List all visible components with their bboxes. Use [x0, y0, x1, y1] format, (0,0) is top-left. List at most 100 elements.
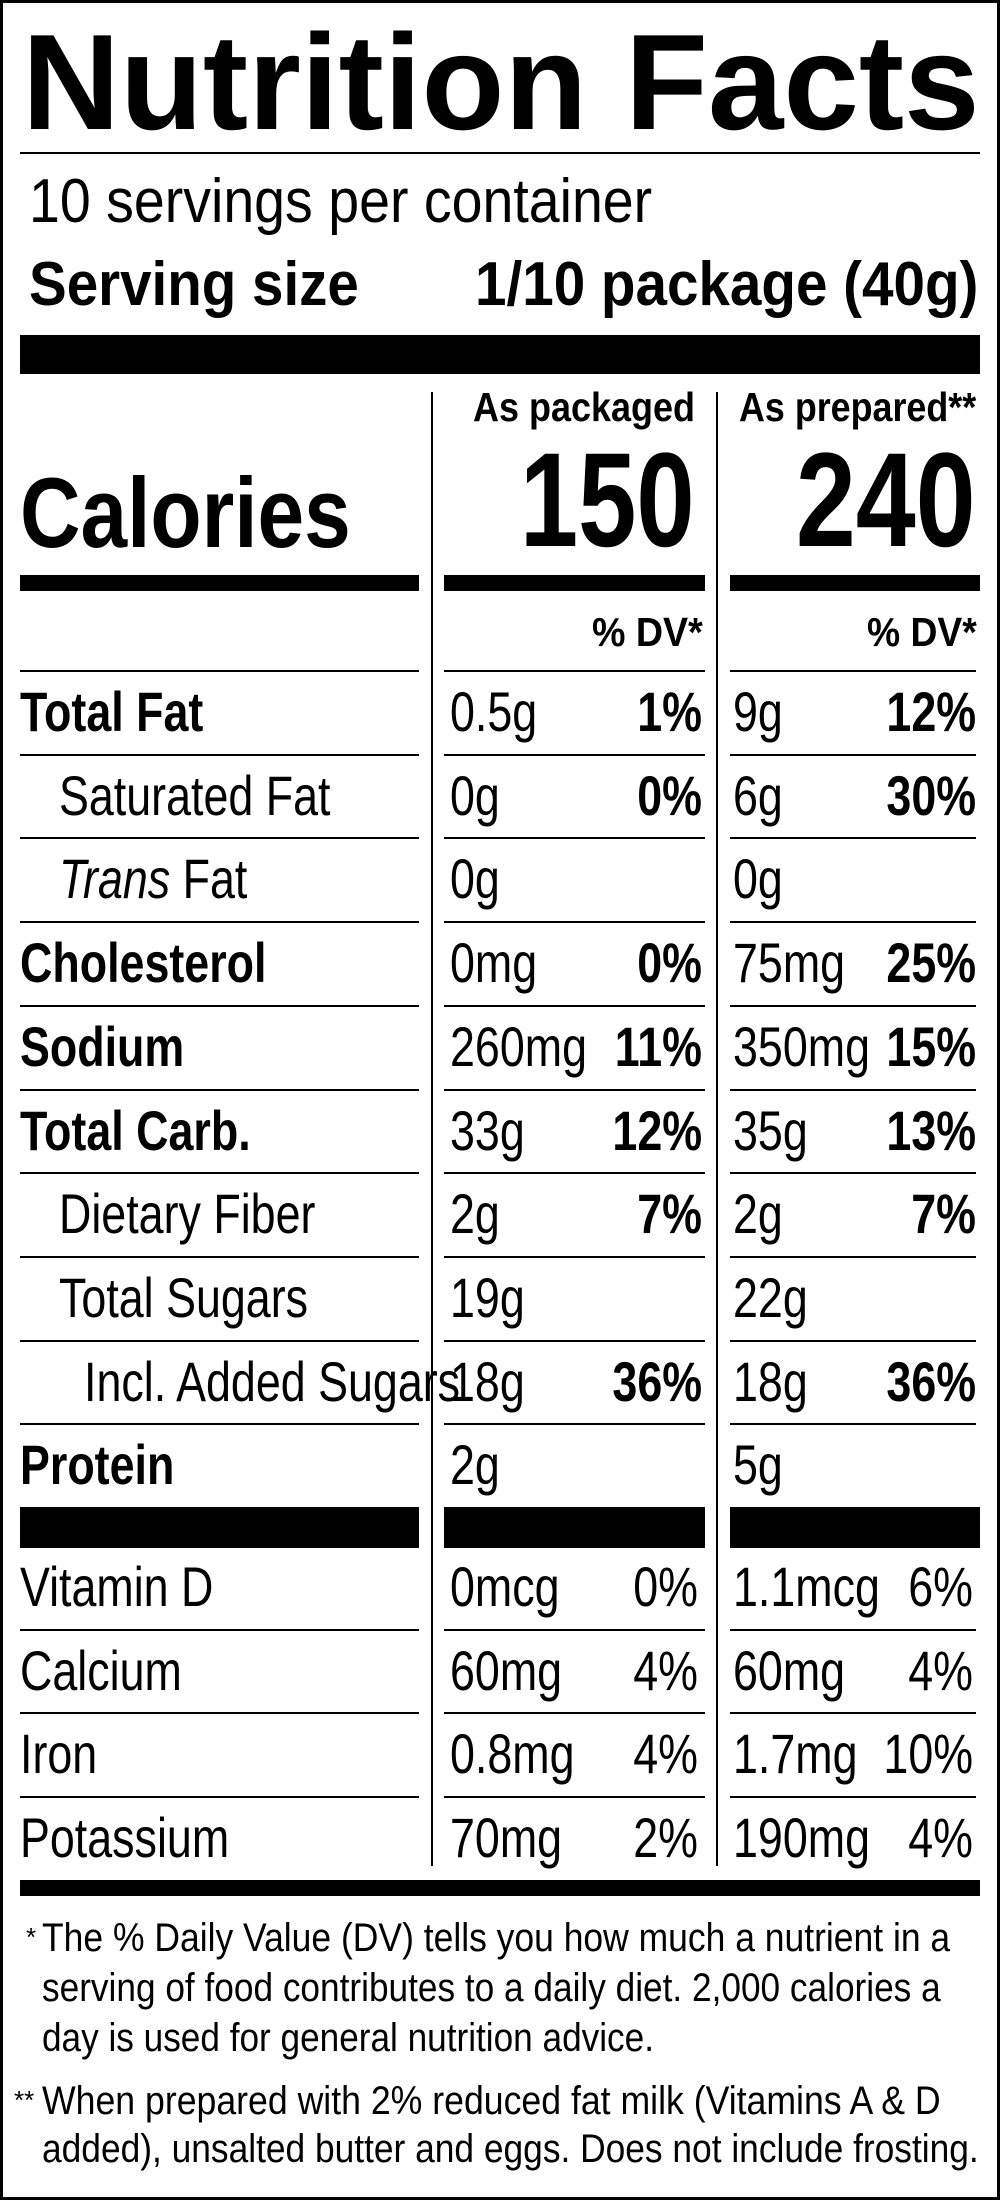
prepared-amount: 35g	[733, 1098, 808, 1162]
calories-packaged: 150	[520, 426, 695, 575]
prepared-amount: 350mg	[733, 1014, 870, 1078]
label-title: Nutrition Facts	[22, 6, 980, 158]
packaged-dv: 11%	[614, 1014, 702, 1078]
row-divider	[20, 1255, 419, 1258]
packaged-dv: 12%	[612, 1098, 702, 1162]
prepared-dv: 15%	[886, 1014, 976, 1078]
row-divider	[20, 1339, 419, 1342]
prepared-dv: 36%	[886, 1349, 976, 1413]
nutrient-label: Sodium	[20, 1014, 185, 1078]
vitamin-label: Calcium	[20, 1638, 182, 1702]
packaged-dv: 1%	[637, 680, 702, 743]
nutrient-label: Dietary Fiber	[59, 1182, 316, 1246]
row-divider	[20, 1712, 419, 1714]
nutrient-row-label: Incl. Added Sugars	[84, 1349, 554, 1413]
row-divider	[444, 1423, 705, 1426]
nutrient-row-label: Sodium	[20, 1014, 225, 1078]
vitamin-label: Vitamin D	[20, 1555, 214, 1618]
prepared-dv: 4%	[908, 1805, 973, 1869]
nutrient-row-label: Dietary Fiber	[59, 1186, 380, 1242]
prepared-dv: 30%	[886, 763, 976, 827]
label-title-wrap: Nutrition Facts	[22, 14, 982, 150]
packaged-amount: 60mg	[450, 1638, 563, 1702]
row-divider	[444, 1795, 705, 1798]
row-divider	[730, 670, 976, 672]
packaged-amount: 2g	[450, 1433, 500, 1497]
column-heading-packaged: As packaged	[473, 384, 695, 430]
nutrient-label: Cholesterol	[20, 931, 267, 995]
calories-prepared: 240	[796, 426, 976, 575]
vitamin-label: Iron	[20, 1722, 98, 1785]
packaged-amount: 260mg	[450, 1014, 587, 1078]
prepared-amount: 1.7mg	[733, 1722, 858, 1785]
row-divider	[730, 1004, 976, 1007]
prepared-amount: 5g	[733, 1433, 783, 1497]
divider-thick	[444, 1507, 705, 1548]
nutrient-row-label: Cholesterol	[20, 935, 328, 991]
packaged-dv: 4%	[633, 1722, 698, 1785]
prepared-dv: 25%	[886, 931, 976, 995]
packaged-amount: 0.8mg	[450, 1722, 575, 1785]
row-divider	[730, 1423, 976, 1426]
row-divider	[730, 1088, 976, 1091]
footnote-marker: *	[26, 1922, 37, 1952]
row-divider	[20, 753, 419, 756]
row-divider	[730, 1712, 976, 1714]
packaged-amount: 0.5g	[450, 680, 538, 743]
prepared-amount: 9g	[733, 680, 783, 743]
nutrient-label: Incl. Added Sugars	[84, 1349, 461, 1413]
row-divider	[20, 1088, 419, 1091]
nutrient-label: Total Sugars	[59, 1265, 309, 1329]
prepared-dv: 13%	[886, 1098, 976, 1162]
footnote-line: day is used for general nutrition advice…	[42, 2016, 654, 2060]
row-divider	[20, 837, 419, 840]
footnote-line: The % Daily Value (DV) tells you how muc…	[42, 1916, 951, 1960]
packaged-amount: 0g	[450, 763, 500, 827]
footnote-line: serving of food contributes to a daily d…	[42, 1966, 941, 2010]
row-divider	[20, 1004, 419, 1007]
row-divider	[20, 1628, 419, 1631]
prepared-amount: 75mg	[733, 931, 846, 995]
packaged-dv: 4%	[633, 1638, 698, 1702]
column-heading-prepared: As prepared**	[738, 384, 976, 430]
nutrient-row-label: Saturated Fat	[59, 767, 398, 824]
divider-medium	[20, 575, 419, 591]
prepared-amount: 0g	[733, 847, 783, 911]
packaged-amount: 70mg	[450, 1805, 563, 1869]
packaged-amount: 0g	[450, 847, 500, 911]
column-separator	[431, 392, 433, 1866]
packaged-amount: 2g	[450, 1182, 500, 1246]
row-divider	[730, 837, 976, 840]
packaged-amount: 33g	[450, 1098, 525, 1162]
packaged-dv: 0%	[633, 1555, 698, 1618]
packaged-dv: 7%	[637, 1182, 702, 1246]
row-divider	[730, 1795, 976, 1798]
serving-size-label: Serving size	[29, 250, 359, 319]
nutrient-label-italic: Trans	[59, 847, 171, 911]
row-divider	[444, 1712, 705, 1714]
prepared-dv: 7%	[911, 1182, 976, 1246]
nutrient-label: Total Fat	[20, 680, 204, 743]
nutrient-row-label: Protein	[20, 1437, 213, 1493]
footnote-marker: **	[14, 2085, 35, 2115]
row-divider	[730, 1628, 976, 1631]
prepared-amount: 190mg	[733, 1805, 870, 1869]
row-divider	[20, 1795, 419, 1798]
row-divider	[444, 837, 705, 840]
packaged-dv: 2%	[633, 1805, 698, 1869]
prepared-amount: 2g	[733, 1182, 783, 1246]
dv-heading-packaged: % DV*	[592, 609, 703, 655]
row-divider	[444, 1339, 705, 1342]
packaged-amount: 18g	[450, 1349, 525, 1413]
row-divider	[730, 1172, 976, 1175]
row-divider	[20, 1172, 419, 1175]
prepared-amount: 6g	[733, 763, 783, 827]
nutrient-label: Fat	[182, 847, 248, 911]
nutrient-row-label: Total Sugars	[59, 1265, 370, 1329]
calories-label: Calories	[20, 457, 351, 568]
row-divider	[444, 1255, 705, 1258]
row-divider	[444, 1172, 705, 1175]
prepared-dv: 10%	[883, 1722, 973, 1785]
packaged-dv: 36%	[612, 1349, 702, 1413]
